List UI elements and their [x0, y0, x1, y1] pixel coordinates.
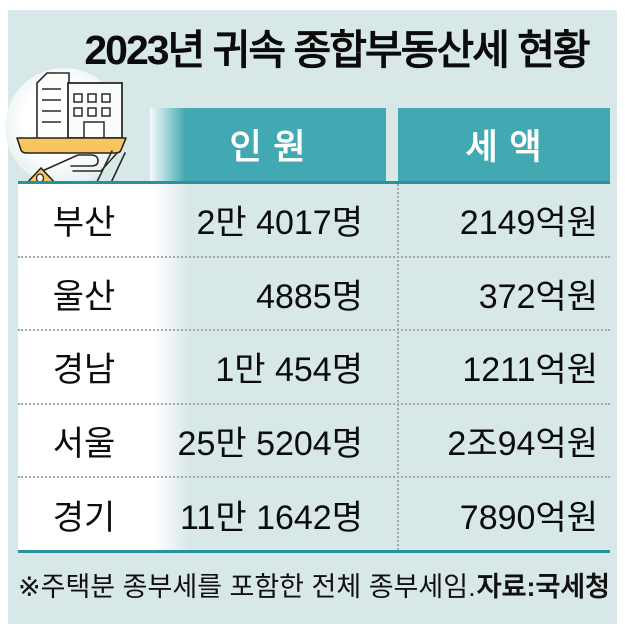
- hand-holding-buildings-icon: [3, 65, 127, 189]
- table-bottom-rule: [18, 550, 610, 553]
- region-cell: 경기: [52, 498, 116, 537]
- persons-cell: 1만 454명: [215, 351, 363, 390]
- column-header-persons: 인 원: [150, 108, 386, 181]
- tax-cell: 7890억원: [459, 498, 598, 537]
- tax-cell: 1211억원: [462, 351, 598, 390]
- tax-cell: 2149억원: [459, 204, 598, 243]
- table-row: 부산 2만 4017명 2149억원: [18, 184, 610, 258]
- region-cell: 경남: [52, 351, 116, 390]
- tax-cell: 2조94억원: [447, 425, 598, 464]
- region-cell: 서울: [52, 425, 116, 464]
- persons-cell: 11만 1642명: [180, 498, 363, 537]
- persons-cell: 4885명: [256, 277, 363, 316]
- region-cell: 울산: [52, 277, 116, 316]
- column-divider-dotted: [397, 184, 399, 550]
- source-label: 자료:국세청: [476, 572, 610, 602]
- footnote-text: ※주택분 종부세를 포함한 전체 종부세임.: [18, 572, 476, 602]
- page-title: 2023년 귀속 종합부동산세 현황: [84, 27, 590, 73]
- table-top-rule: [18, 181, 610, 184]
- footer: ※주택분 종부세를 포함한 전체 종부세임. 자료:국세청: [18, 570, 610, 604]
- region-cell: 부산: [52, 204, 116, 243]
- column-header-tax: 세 액: [398, 108, 610, 181]
- table-row: 경기 11만 1642명 7890억원: [18, 478, 610, 550]
- table-row: 서울 25만 5204명 2조94억원: [18, 405, 610, 479]
- persons-cell: 2만 4017명: [196, 204, 363, 243]
- persons-cell: 25만 5204명: [177, 425, 363, 464]
- tax-cell: 372억원: [478, 277, 598, 316]
- infographic-panel: 2023년 귀속 종합부동산세 현황: [5, 10, 617, 624]
- table-body: 부산 2만 4017명 2149억원 울산 4885명 372억원 경남 1만 …: [18, 184, 610, 550]
- table-row: 경남 1만 454명 1211억원: [18, 331, 610, 405]
- table-row: 울산 4885명 372억원: [18, 258, 610, 332]
